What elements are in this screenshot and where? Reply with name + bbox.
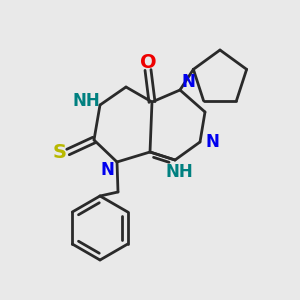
Text: O: O xyxy=(140,52,156,71)
Text: NH: NH xyxy=(72,92,100,110)
Text: N: N xyxy=(181,73,195,91)
Text: N: N xyxy=(100,161,114,179)
Text: S: S xyxy=(53,142,67,161)
Text: NH: NH xyxy=(165,163,193,181)
Text: N: N xyxy=(205,133,219,151)
